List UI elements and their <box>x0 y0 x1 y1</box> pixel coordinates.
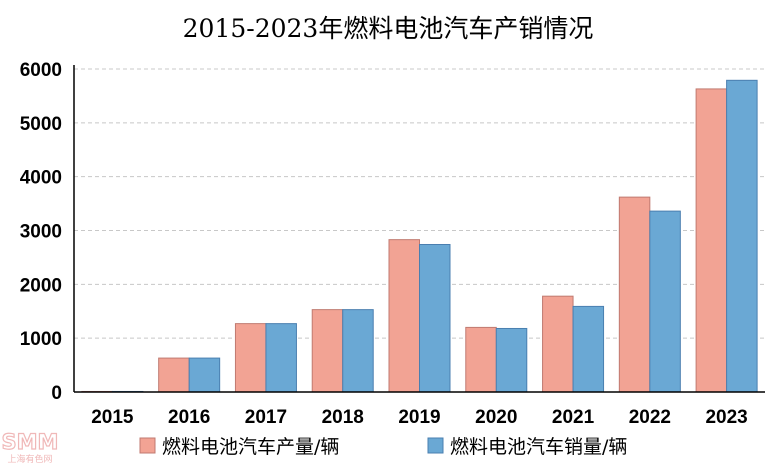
bar-sales <box>495 327 528 393</box>
x-tick-label: 2017 <box>245 407 287 428</box>
y-tick-labels: 0 1000 2000 3000 4000 5000 6000 <box>20 60 62 404</box>
x-tick-label: 2023 <box>705 407 747 428</box>
bar-sales <box>265 323 297 393</box>
bar-production <box>618 196 651 393</box>
chart-title: 2015-2023年燃料电池汽车产销情况 <box>183 14 594 43</box>
bar-production <box>465 326 497 393</box>
x-tick-label: 2015 <box>91 407 134 428</box>
x-tick-label: 2020 <box>475 407 517 428</box>
y-tick-label: 5000 <box>20 114 62 135</box>
x-tick-label: 2019 <box>398 407 440 428</box>
bar-sales <box>188 357 221 393</box>
bar-production <box>695 88 728 393</box>
y-tick-label: 0 <box>51 383 62 404</box>
bar-production <box>542 295 574 393</box>
watermark-caption: 上海有色网 <box>7 453 52 465</box>
bar-sales <box>649 210 681 393</box>
bar-sales <box>419 243 451 393</box>
x-tick-label: 2021 <box>552 407 595 428</box>
y-tick-label: 1000 <box>20 329 62 350</box>
y-tick-label: 2000 <box>20 275 62 296</box>
bar-production <box>311 309 344 393</box>
legend-label: 燃料电池汽车产量/辆 <box>162 436 339 458</box>
bar-sales <box>342 309 374 393</box>
y-tick-label: 3000 <box>20 222 62 243</box>
y-tick-label: 6000 <box>20 60 62 81</box>
axis-layer <box>73 65 765 393</box>
bar-production <box>234 323 267 393</box>
bar-sales <box>572 305 605 393</box>
legend: 燃料电池汽车产量/辆 燃料电池汽车销量/辆 <box>139 436 627 458</box>
watermark-logo: SMM 上海有色网 <box>1 429 59 465</box>
legend-swatch <box>427 437 444 454</box>
bar-production <box>158 357 190 393</box>
x-tick-label: 2018 <box>322 407 364 428</box>
watermark-brand: SMM <box>2 430 59 454</box>
legend-swatch <box>139 437 156 454</box>
bars-layer <box>81 79 758 393</box>
y-tick-label: 4000 <box>20 168 62 189</box>
bar-production <box>388 239 420 393</box>
x-tick-label: 2022 <box>629 407 671 428</box>
legend-label: 燃料电池汽车销量/辆 <box>450 436 627 458</box>
x-tick-labels: 2015 2016 2017 2018 2019 2020 2021 2022 2023 <box>91 407 748 428</box>
x-tick-label: 2016 <box>168 407 210 428</box>
bar-sales <box>726 79 758 393</box>
